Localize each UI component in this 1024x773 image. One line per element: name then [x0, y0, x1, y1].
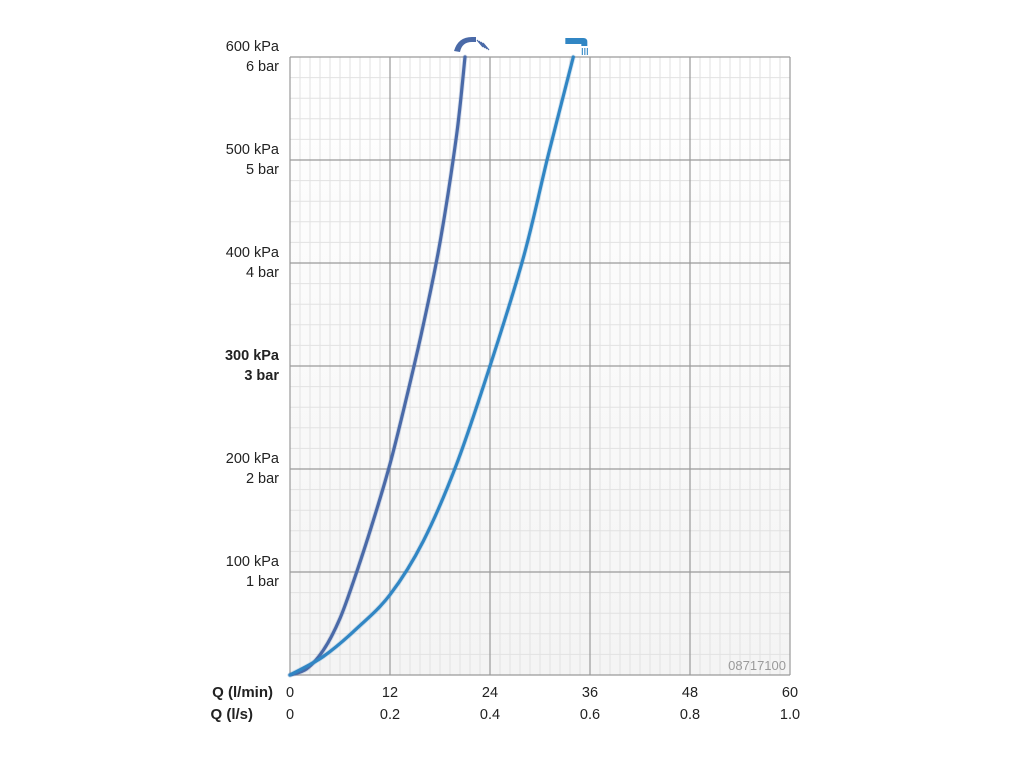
spray-line: [480, 41, 488, 50]
product-code-label: 08717100: [728, 658, 786, 673]
spray-line: [482, 42, 490, 51]
x-tick-label-lmin: 0: [286, 685, 294, 701]
x-axis-title-lmin: Q (l/min): [212, 684, 273, 701]
y-tick-label-kpa: 500 kPa: [226, 142, 280, 158]
shower-arm-shape: [454, 37, 476, 52]
y-tick-label-kpa: 600 kPa: [226, 39, 280, 55]
x-tick-label-ls: 0: [286, 707, 294, 723]
y-tick-label-bar: 5 bar: [246, 162, 279, 178]
y-tick-label-bar: 4 bar: [246, 265, 279, 281]
y-tick-label-bar: 1 bar: [246, 574, 279, 590]
x-tick-label-lmin: 36: [582, 685, 598, 701]
spray-line: [476, 39, 484, 48]
x-tick-label-lmin: 48: [682, 685, 698, 701]
series-layer: [287, 54, 576, 678]
series-line-2: [288, 55, 575, 677]
x-axis-title-ls: Q (l/s): [210, 706, 253, 723]
spray-line: [478, 40, 486, 49]
x-tick-label-lmin: 24: [482, 685, 498, 701]
y-tick-label-kpa: 200 kPa: [226, 451, 280, 467]
series-icons: [454, 37, 588, 55]
y-tick-label-kpa: 100 kPa: [226, 554, 280, 570]
y-tick-label-bar: 6 bar: [246, 59, 279, 75]
x-tick-label-lmin: 12: [382, 685, 398, 701]
spout-shape: [565, 38, 588, 46]
series-line-1: [288, 55, 467, 677]
y-tick-label-kpa: 400 kPa: [226, 245, 280, 261]
x-tick-label-ls: 0.8: [680, 707, 700, 723]
y-tick-label-bar: 2 bar: [246, 471, 279, 487]
x-tick-label-ls: 0.4: [480, 707, 500, 723]
x-tick-label-lmin: 60: [782, 685, 798, 701]
y-tick-label-bar: 3 bar: [244, 368, 279, 384]
x-tick-label-ls: 0.2: [380, 707, 400, 723]
x-tick-label-ls: 1.0: [780, 707, 800, 723]
x-tick-label-ls: 0.6: [580, 707, 600, 723]
y-axis-labels: 600 kPa 6 bar 500 kPa 5 bar 400 kPa 4 bar 300 …: [225, 39, 280, 590]
tub-spout-icon: [565, 38, 588, 55]
x-axis-labels: Q (l/min) Q (l/s) 0 12 24 36 48 60 0 0.2 0.4 0.6 0.8…: [210, 684, 800, 723]
shower-head-spray-icon: [454, 37, 490, 52]
y-tick-label-kpa: 300 kPa: [225, 348, 280, 364]
